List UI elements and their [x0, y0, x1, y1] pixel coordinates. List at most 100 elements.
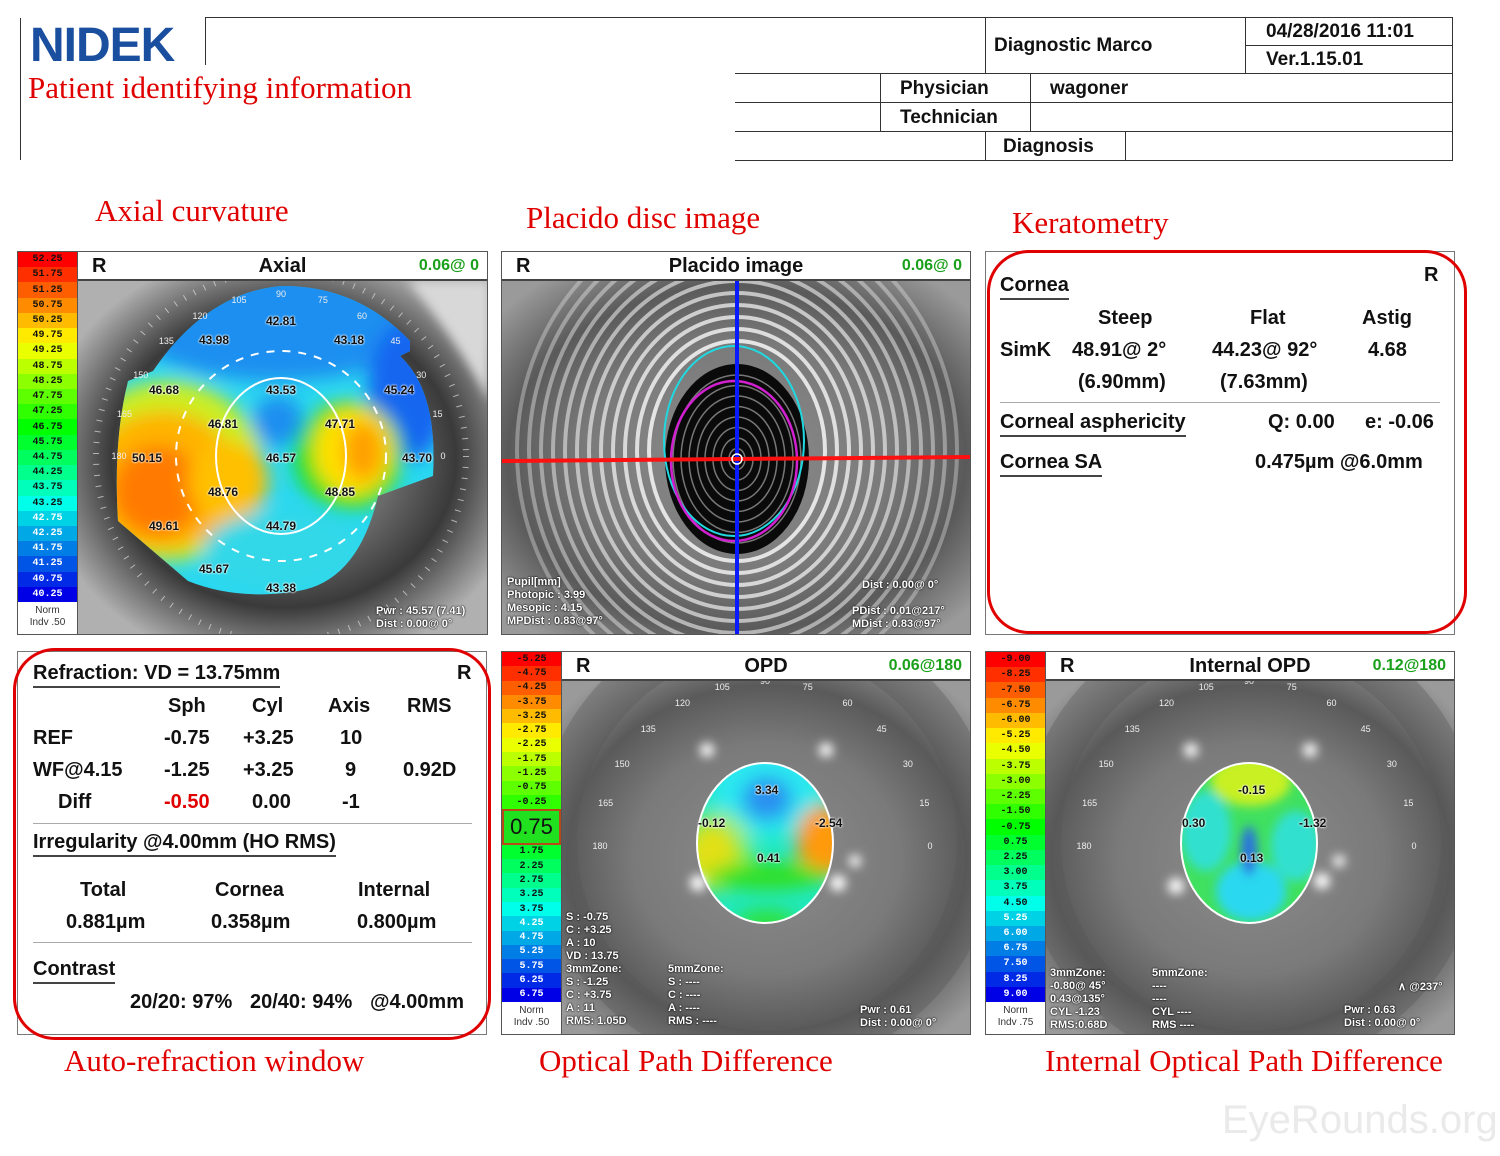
iopd-axis-note: ∧ @237°	[1398, 981, 1443, 993]
scale-label: 3.75	[502, 901, 561, 917]
simk-label: SimK	[1000, 339, 1052, 361]
scale-label: -2.25	[986, 788, 1045, 805]
iopd-value: -1.32	[1299, 816, 1327, 830]
ref-axis: 10	[340, 727, 363, 749]
axial-value: 48.85	[325, 485, 356, 499]
axis-angle-label: 45	[1360, 724, 1371, 735]
axial-readout: 0.06@ 0	[418, 257, 479, 274]
axis-angle-label: 120	[192, 310, 208, 321]
internal-header: Internal	[358, 879, 431, 901]
iopd-5mm-label: 5mmZone:	[1152, 967, 1208, 979]
ref-cyl: +3.25	[243, 727, 294, 749]
scale-label: 0.75	[986, 834, 1045, 850]
flat-k: 44.23@ 92°	[1212, 339, 1318, 361]
axis-angle-label: 90	[1243, 681, 1255, 686]
scale-label: 5.25	[502, 944, 561, 960]
cornea-header: Cornea	[215, 879, 284, 901]
cornea-value: 0.358µm	[211, 911, 291, 933]
scale-label: -4.75	[502, 666, 561, 681]
axial-value: 50.15	[132, 451, 163, 465]
axial-map-image[interactable]: 42.81 43.98 43.18 46.68 43.53 45.24 46.8…	[78, 281, 487, 634]
axis-angle-label: 15	[432, 409, 443, 420]
scale-label: 50.25	[18, 312, 77, 329]
scale-label: -9.00	[986, 652, 1045, 668]
scale-mode: Norm Indv .50	[502, 1001, 561, 1034]
axis-angle-label: 165	[598, 798, 614, 809]
iopd-5mm-axis2: ----	[1152, 993, 1167, 1005]
axis-angle-label: 120	[1158, 698, 1175, 709]
opd-eye-label: R	[576, 655, 591, 677]
scale-label: -1.50	[986, 804, 1045, 820]
sph-header: Sph	[168, 695, 206, 717]
opd-3mm-a: A : 11	[566, 1002, 595, 1014]
wf-axis: 9	[345, 759, 357, 781]
opd-readout: 0.06@180	[888, 657, 962, 674]
astig-header: Astig	[1362, 307, 1412, 329]
scale-label: 7.50	[986, 956, 1045, 972]
scale-label: 49.25	[18, 343, 77, 359]
iopd-5mm-rms: RMS ----	[1152, 1019, 1195, 1031]
opd-power: Pwr : 0.61	[860, 1004, 912, 1016]
scale-label: 48.75	[18, 358, 77, 374]
axis-angle-label: 30	[1386, 758, 1397, 769]
contrast-title: Contrast	[33, 958, 116, 984]
wf-row-label: WF@4.15	[33, 759, 123, 781]
scale-norm: Norm	[35, 605, 60, 617]
axial-power: Pwr : 45.57 (7.41)	[376, 605, 466, 617]
wf-rms: 0.92D	[403, 759, 457, 781]
refraction-eye-label: R	[457, 662, 472, 684]
total-value: 0.881µm	[66, 911, 146, 933]
placido-eye-label: R	[516, 255, 531, 277]
scale-step: Indv .50	[513, 1016, 550, 1028]
placido-image[interactable]: Pupil[mm] Photopic : 3.99 Mesopic : 4.15 MP…	[502, 281, 970, 634]
axis-angle-label: 90	[275, 289, 287, 299]
physician-value: wagoner	[1050, 78, 1129, 99]
internal-opd-panel[interactable]: R Internal OPD 0.12@180 -0.15 0.30 -1.32 0…	[1045, 651, 1455, 1035]
scale-label: 47.75	[18, 388, 77, 405]
nidek-logo: NIDEK	[30, 19, 175, 72]
iopd-3mm-rms: RMS:0.68D	[1050, 1019, 1108, 1031]
keratometry-annotation: Keratometry	[1012, 205, 1169, 240]
scale-label: 5.25	[986, 910, 1045, 926]
scale-label: 4.25	[502, 916, 561, 931]
wf-sph: -1.25	[164, 759, 210, 781]
scale-label: 2.75	[502, 873, 561, 888]
opd-panel[interactable]: R OPD 0.06@180 3.34 -0.12 -2.54 0.41 90 75 6…	[561, 651, 971, 1035]
axial-eye-label: R	[92, 255, 107, 277]
opd-5mm-s: S : ----	[668, 976, 700, 988]
iopd-map-image[interactable]: -0.15 0.30 -1.32 0.13 90 75 60 45 30 15 0 105 12…	[1046, 681, 1454, 1034]
axial-map-panel[interactable]: R Axial 0.06@ 0 42.81 43.98 43.18 46.68 43…	[77, 251, 488, 635]
autoref-annotation: Auto-refraction window	[64, 1043, 365, 1078]
axis-angle-label: 165	[1082, 798, 1098, 809]
scale-label: 44.75	[18, 449, 77, 466]
placido-panel[interactable]: R Placido image 0.06@ 0 Pupil[mm] Photopic …	[501, 251, 971, 635]
scale-label: 6.00	[986, 925, 1045, 942]
placido-readout: 0.06@ 0	[901, 257, 962, 274]
axial-value: 44.79	[266, 519, 297, 533]
technician-label: Technician	[900, 107, 998, 128]
rms-header: RMS	[407, 695, 452, 717]
diagnosis-label: Diagnosis	[1003, 136, 1094, 157]
scale-mode: Norm Indv .50	[18, 602, 77, 635]
opd-color-scale: -5.25 -4.75 -4.25 -3.75 -3.25 -2.75 -2.25 -1.75…	[501, 651, 562, 1035]
opd-map-image[interactable]: 3.34 -0.12 -2.54 0.41 90 75 60 45 30 15 0 105 12…	[562, 681, 970, 1034]
opd-vd: VD : 13.75	[566, 950, 619, 962]
axial-title: Axial	[258, 255, 307, 277]
refraction-title: Refraction: VD = 13.75mm	[33, 662, 281, 688]
internal-value: 0.800µm	[357, 911, 437, 933]
axis-angle-label: 165	[117, 409, 133, 420]
scale-label: -5.25	[502, 652, 561, 667]
axis-angle-label: 0	[1411, 841, 1417, 851]
axial-value: 43.38	[266, 581, 297, 595]
scale-label: -2.75	[502, 723, 561, 738]
flat-header: Flat	[1250, 307, 1286, 329]
opd-5mm-label: 5mmZone:	[668, 963, 724, 975]
axis-angle-label: 45	[876, 724, 887, 735]
scale-label: 48.25	[18, 373, 77, 389]
scale-label: 9.00	[986, 986, 1045, 1003]
scale-label: 3.75	[986, 880, 1045, 896]
axis-angle-label: 30	[416, 370, 427, 380]
scale-label: -3.75	[986, 758, 1045, 774]
placido-dist: Dist : 0.00@ 0°	[862, 579, 939, 591]
scale-label: -3.75	[502, 694, 561, 710]
